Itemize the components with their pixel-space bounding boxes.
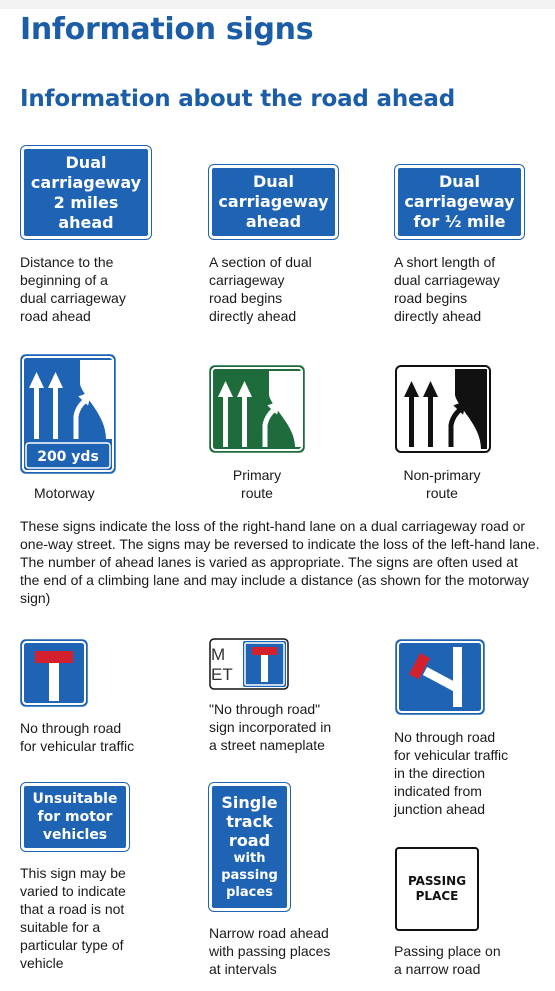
street-nameplate-no-through-road-sign: M ET (209, 638, 289, 690)
sign-line: for motor (37, 809, 113, 825)
sign-line: PASSING (407, 874, 467, 888)
sign-line: Unsuitable (32, 791, 118, 807)
sign-line: for ½ mile (413, 212, 506, 231)
no-through-road-sign (20, 639, 88, 707)
caption-dual-ahead: A section of dual carriageway road begins d… (209, 254, 312, 324)
dual-carriageway-2-miles-sign: Dual carriageway 2 miles ahead (20, 145, 152, 240)
sign-line: with (233, 851, 266, 866)
nameplate-letters-bottom: ET (211, 665, 233, 684)
unsuitable-for-motor-vehicles-sign: Unsuitable for motor vehicles (20, 782, 130, 852)
caption-primary-route: Primary route (232, 467, 282, 501)
sign-line: Single (221, 793, 278, 812)
caption-nameplate: "No through road" sign incorporated in a s… (209, 701, 332, 753)
caption-motorway: Motorway (34, 485, 95, 501)
sign-line: Dual (253, 172, 294, 191)
motorway-lane-loss-sign: 200 yds (20, 354, 116, 474)
sign-line: carriageway (30, 172, 142, 192)
caption-dual-half-mile: A short length of dual carriageway road be… (394, 254, 500, 324)
caption-unsuitable: This sign may be varied to indicate that a… (20, 865, 126, 971)
single-track-road-sign: Single track road with passing places (208, 782, 291, 912)
sign-line: road (228, 831, 271, 850)
caption-passing-place: Passing place on a narrow road (394, 943, 501, 977)
caption-no-through-road: No through road for vehicular traffic (20, 720, 135, 754)
top-bar (0, 0, 555, 9)
sign-line: ahead (245, 212, 302, 231)
dual-carriageway-half-mile-sign: Dual carriageway for ½ mile (394, 164, 525, 240)
page-title: Information signs (20, 12, 314, 47)
primary-route-lane-loss-sign (209, 365, 305, 453)
no-through-road-junction-sign (395, 639, 485, 715)
sign-line: PLACE (415, 889, 459, 903)
sign-line: Dual (439, 172, 480, 191)
lane-loss-description: These signs indicate the loss of the rig… (20, 518, 540, 606)
non-primary-route-lane-loss-sign (395, 365, 491, 453)
caption-non-primary-route: Non-primary route (403, 467, 481, 501)
sign-line: Dual (65, 152, 107, 172)
caption-dual-2-miles: Distance to the beginning of a dual carria… (20, 254, 126, 324)
sign-line: passing (221, 868, 278, 883)
distance-plate-text: 200 yds (37, 449, 99, 465)
sign-line: places (226, 885, 273, 900)
sign-line: vehicles (42, 827, 108, 843)
sign-line: carriageway (218, 192, 329, 211)
sign-line: 2 miles (53, 192, 119, 212)
section-title: Information about the road ahead (20, 86, 455, 112)
caption-junction: No through road for vehicular traffic in t… (394, 729, 509, 817)
sign-line: ahead (58, 212, 114, 232)
sign-line: track (226, 812, 273, 831)
passing-place-sign: PASSING PLACE (395, 847, 479, 931)
sign-line: carriageway (404, 192, 515, 211)
caption-single-track: Narrow road ahead with passing places at i… (209, 925, 331, 977)
dual-carriageway-ahead-sign: Dual carriageway ahead (208, 164, 339, 240)
nameplate-letters-top: M (211, 645, 225, 664)
